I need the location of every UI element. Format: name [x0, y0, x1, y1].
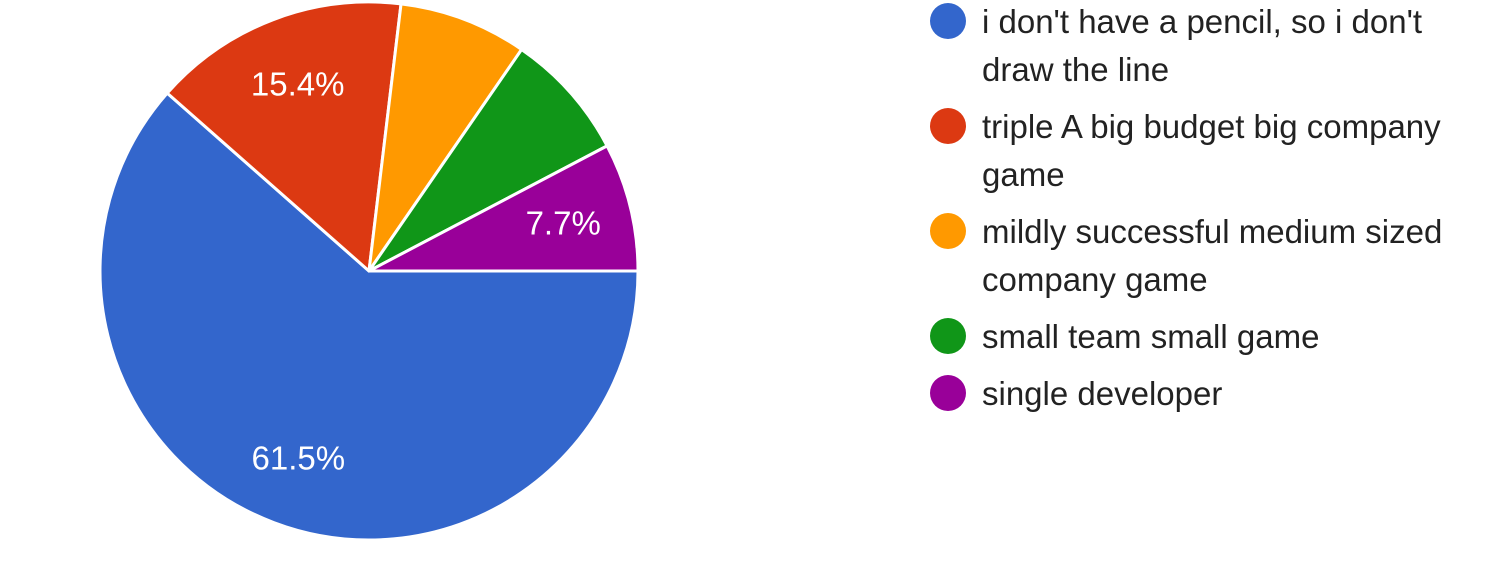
- pie-slice-4: [367, 47, 609, 273]
- legend-swatch: [930, 213, 966, 249]
- legend-item: small team small game: [930, 318, 1319, 355]
- legend-item: single developer: [930, 375, 1222, 412]
- slice-data-label: 61.5%: [252, 440, 346, 477]
- legend-swatch: [930, 3, 966, 39]
- legend-swatch: [930, 375, 966, 411]
- pie-slices: [98, 0, 640, 542]
- slice-data-label: 15.4%: [251, 66, 345, 103]
- legend: i don't have a pencil, so i don't draw th…: [930, 3, 1442, 412]
- legend-item: i don't have a pencil, so i don't draw th…: [930, 3, 1422, 88]
- legend-label: single developer: [982, 375, 1222, 412]
- legend-label: i don't have a pencil, so i don't draw th…: [982, 3, 1422, 88]
- legend-item: mildly successful medium sized company ga…: [930, 213, 1442, 298]
- pie-slice-labels: 61.5% 15.4% 7.7%: [251, 66, 601, 477]
- legend-label: small team small game: [982, 318, 1319, 355]
- pie-slice-3: [367, 2, 524, 273]
- legend-label: mildly successful medium sized company ga…: [982, 213, 1442, 298]
- pie-slice-5: [367, 144, 640, 273]
- pie-slice-1: [98, 91, 640, 542]
- legend-label: triple A big budget big company game: [982, 108, 1441, 193]
- legend-swatch: [930, 108, 966, 144]
- legend-swatch: [930, 318, 966, 354]
- pie-slice-2: [165, 0, 403, 273]
- slice-data-label: 7.7%: [526, 205, 601, 242]
- legend-item: triple A big budget big company game: [930, 108, 1441, 193]
